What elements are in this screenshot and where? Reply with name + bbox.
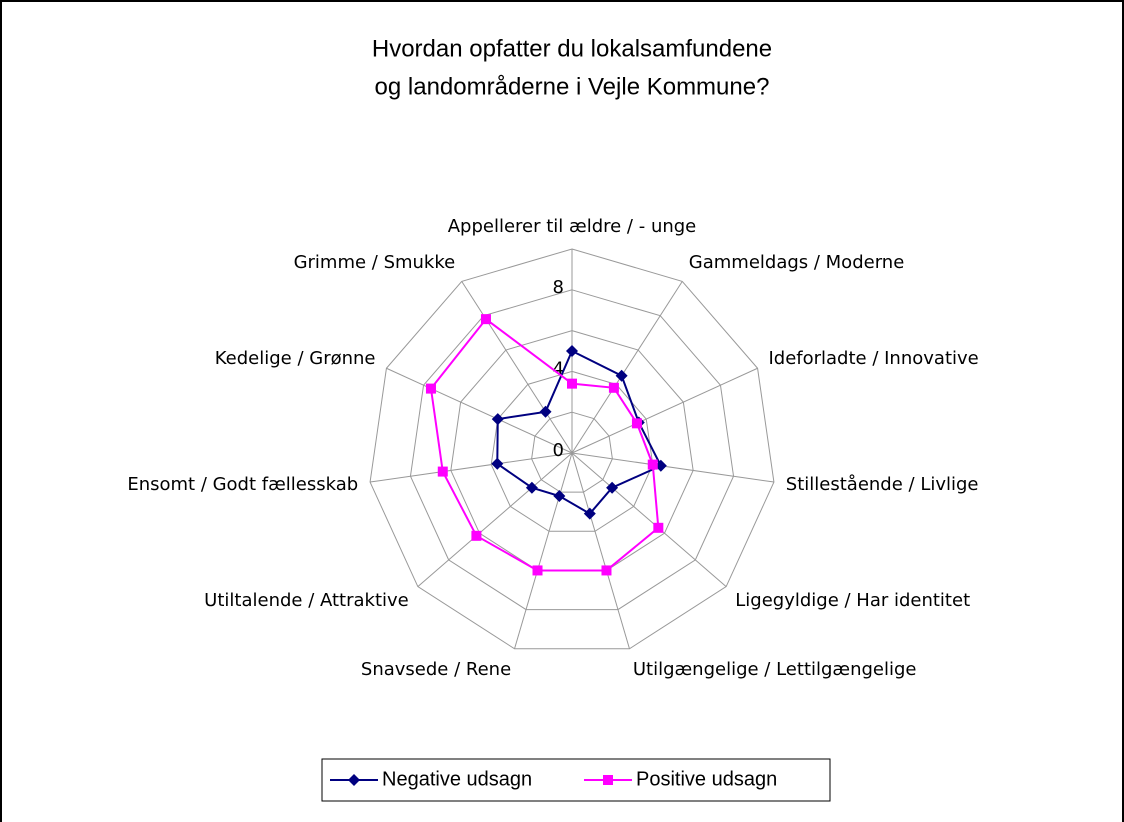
marker [567,378,577,389]
spoke [571,367,758,454]
marker [631,418,642,429]
marker [603,775,613,785]
marker [654,459,667,472]
spoke [571,452,774,483]
category-label: Grimme / Smukke [294,252,456,273]
grid-ring [369,248,775,650]
category-label: Appellerer til ældre / - unge [448,216,697,237]
category-label: Stillestående / Livlige [786,474,979,495]
marker [608,382,619,393]
marker [348,774,360,786]
spoke [571,452,630,649]
series-line [496,349,663,515]
marker [425,383,436,394]
marker [491,457,504,470]
category-label: Snavsede / Rene [361,659,511,680]
marker [647,459,658,470]
legend-label: Positive udsagn [636,768,777,790]
marker [583,507,596,520]
marker [471,530,482,541]
r-tick-label: 0 [553,440,564,461]
marker [606,481,619,494]
grid-ring [490,370,654,532]
spoke [370,452,573,483]
marker [615,369,628,382]
marker [437,466,448,477]
spoke [514,452,573,649]
spoke [417,452,573,587]
spoke [461,281,573,454]
legend-label: Negative udsagn [382,768,532,790]
marker [532,565,543,576]
spoke [386,367,573,454]
marker [539,405,552,418]
r-tick-label: 8 [553,277,564,298]
series-line [429,317,660,572]
category-label: Ensomt / Godt fællesskab [127,474,358,495]
legend-box [321,758,831,802]
r-tick-label: 4 [553,358,564,379]
marker [525,481,538,494]
category-label: Gammeldags / Moderne [689,252,905,273]
category-label: Utiltalende / Attraktive [204,590,409,611]
category-label: Ligegyldige / Har identitet [735,590,970,611]
grid-ring [531,411,613,493]
marker [653,522,664,533]
spoke [571,452,727,587]
spoke [571,281,683,454]
marker [601,565,612,576]
chart-title: og landområderne i Vejle Kommune? [375,73,770,100]
marker [491,413,504,426]
category-label: Utilgængelige / Lettilgængelige [633,659,917,680]
chart-title: Hvordan opfatter du lokalsamfundene [372,35,772,62]
marker [553,490,566,503]
category-label: Ideforladte / Innovative [768,348,978,369]
marker [480,314,491,325]
category-label: Kedelige / Grønne [215,348,376,369]
marker [566,345,578,357]
grid-ring [409,289,735,611]
